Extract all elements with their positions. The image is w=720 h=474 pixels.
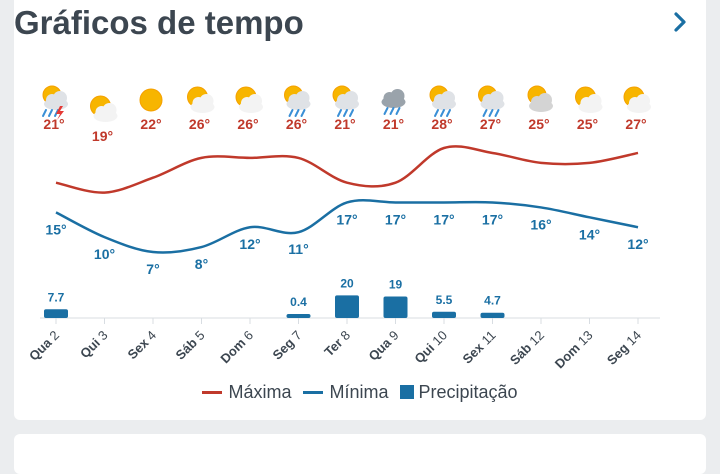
x-tick-label: Qua 9 (365, 328, 401, 364)
sun-rain-icon-8 (429, 85, 456, 117)
partly-sunny-icon-1 (90, 95, 118, 122)
x-tick-label: Qua 2 (26, 328, 62, 364)
max-label: 26° (237, 116, 258, 132)
min-label: 15° (45, 221, 66, 237)
precip-label: 0.4 (290, 295, 307, 309)
min-label: 17° (385, 211, 406, 227)
chevron-right-icon[interactable] (660, 6, 700, 46)
max-label: 21° (43, 116, 64, 132)
legend-precip-swatch (400, 385, 415, 399)
sun-icon-2 (139, 88, 163, 112)
max-label: 22° (140, 116, 161, 132)
precip-label: 7.7 (48, 290, 65, 304)
legend-min-label: Mínima (329, 381, 389, 402)
precip-label: 4.7 (484, 294, 501, 308)
max-label: 27° (480, 116, 501, 132)
x-tick-label: Qui 3 (77, 328, 111, 362)
x-tick-label: Seg 7 (269, 328, 304, 363)
min-label: 7° (146, 261, 159, 277)
partly-sunny-icon-3 (187, 86, 215, 113)
svg-text:Dom 6: Dom 6 (217, 328, 256, 367)
sun-rain-icon-5 (284, 85, 311, 117)
x-tick-label: Ter 8 (321, 328, 353, 360)
max-label: 26° (189, 116, 210, 132)
min-label: 14° (579, 226, 600, 242)
min-label: 17° (336, 211, 357, 227)
legend-max: Máxima (202, 382, 291, 403)
legend-min: Mínima (303, 382, 388, 403)
min-label: 17° (482, 211, 503, 227)
svg-text:Qua 9: Qua 9 (365, 328, 401, 364)
max-label: 25° (577, 116, 598, 132)
precip-label: 19 (389, 278, 403, 292)
x-tick-label: Sáb 12 (507, 328, 547, 368)
x-tick-label: Seg 14 (604, 328, 644, 368)
weather-chart: 21° 19° 22° 26° 26° 26° 21° 21° 28° 27° 25° 25° 27° 1… (26, 85, 660, 372)
page-title: Gráficos de tempo (14, 4, 304, 41)
svg-text:Qui 10: Qui 10 (411, 328, 450, 367)
precip-bar (480, 312, 505, 318)
max-label: 21° (383, 116, 404, 132)
svg-text:Sáb 12: Sáb 12 (507, 328, 547, 368)
svg-text:Qua 2: Qua 2 (26, 328, 62, 364)
x-tick-label: Sáb 5 (172, 328, 207, 363)
svg-text:Dom 13: Dom 13 (552, 328, 596, 372)
sun-rain-icon-6 (332, 85, 359, 117)
partly-sunny-icon-12 (623, 86, 651, 113)
svg-text:Sex 11: Sex 11 (460, 328, 499, 367)
max-label: 28° (431, 116, 452, 132)
svg-text:Sáb 5: Sáb 5 (172, 328, 207, 363)
min-label: 17° (433, 211, 454, 227)
legend-max-swatch (202, 390, 223, 394)
max-label: 25° (528, 116, 549, 132)
next-card (14, 434, 706, 474)
x-tick-label: Qui 10 (411, 328, 450, 367)
max-label: 27° (625, 116, 646, 132)
weather-chart-card (14, 0, 706, 420)
min-label: 12° (239, 236, 260, 252)
svg-text:Ter 8: Ter 8 (321, 328, 353, 360)
min-label: 11° (288, 241, 308, 257)
precip-bar (44, 309, 68, 318)
svg-text:Seg 7: Seg 7 (269, 328, 304, 363)
min-label: 10° (94, 246, 115, 262)
chart-legend: Máxima Mínima Precipitação (0, 378, 720, 406)
x-tick-label: Dom 13 (552, 328, 596, 372)
min-label: 12° (627, 236, 648, 252)
min-label: 8° (195, 256, 208, 272)
precip-bar (432, 311, 456, 318)
precip-bar (383, 296, 408, 318)
partly-sunny-icon-11 (575, 86, 603, 113)
legend-precip: Precipitação (400, 381, 518, 403)
thunderstorm-sun-icon-0 (42, 85, 68, 120)
max-label: 21° (334, 116, 355, 132)
svg-text:Sex 4: Sex 4 (124, 328, 159, 363)
precip-label: 20 (340, 276, 354, 290)
cloud-rain-icon-7 (381, 89, 406, 115)
x-tick-label: Dom 6 (217, 328, 256, 367)
x-tick-label: Sex 11 (460, 328, 499, 367)
svg-text:Seg 14: Seg 14 (604, 328, 644, 368)
legend-precip-label: Precipitação (418, 381, 518, 402)
precip-bar (286, 314, 311, 318)
svg-text:Qui 3: Qui 3 (77, 328, 111, 362)
max-label: 26° (286, 116, 307, 132)
max-label: 19° (92, 128, 113, 144)
x-tick-label: Sex 4 (124, 328, 159, 363)
precip-bar (335, 295, 359, 318)
precip-label: 5.5 (436, 293, 453, 307)
min-label: 16° (530, 216, 551, 232)
legend-max-label: Máxima (228, 381, 292, 402)
series-max-line (55, 145, 639, 194)
cloudy-sun-icon-10 (527, 85, 553, 112)
partly-sunny-icon-4 (235, 86, 263, 113)
legend-min-swatch (303, 390, 324, 394)
sun-rain-icon-9 (478, 85, 505, 117)
series-min-line (55, 199, 639, 254)
